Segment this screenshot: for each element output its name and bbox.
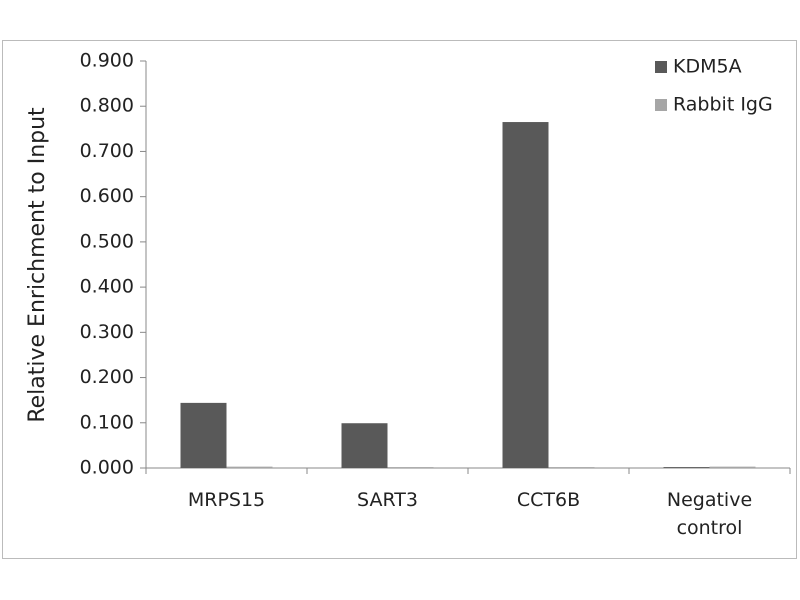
legend-swatch xyxy=(655,99,667,111)
y-tick-label: 0.000 xyxy=(80,457,134,479)
bar xyxy=(341,423,388,468)
y-tick-label: 0.800 xyxy=(80,95,134,117)
y-tick-label: 0.400 xyxy=(80,276,134,298)
y-tick-label: 0.600 xyxy=(80,185,134,207)
y-tick-label: 0.900 xyxy=(80,50,134,72)
legend-swatch xyxy=(655,61,667,73)
x-tick-label: CCT6B xyxy=(516,489,581,511)
x-tick-label-box: MRPS15 xyxy=(187,489,266,511)
bar xyxy=(180,402,227,468)
y-tick-label: 0.500 xyxy=(80,230,134,252)
y-tick-label: 0.100 xyxy=(80,411,134,433)
y-tick-label: 0.300 xyxy=(80,321,134,343)
bar xyxy=(226,466,273,468)
legend-label: KDM5A xyxy=(673,56,742,78)
legend-label: Rabbit IgG xyxy=(673,94,773,116)
x-tick-label-box: CCT6B xyxy=(516,489,581,511)
y-tick-label: 0.700 xyxy=(80,140,134,162)
bar xyxy=(548,467,595,468)
x-tick-label: MRPS15 xyxy=(187,489,266,511)
x-tick-label-box: Negative control xyxy=(666,489,753,539)
y-axis-title: Relative Enrichment to Input xyxy=(25,107,50,423)
x-tick-label-box: SART3 xyxy=(357,489,418,511)
y-tick-label: 0.200 xyxy=(80,366,134,388)
bar xyxy=(502,122,549,469)
bar xyxy=(663,467,710,468)
x-tick-label: Negative control xyxy=(666,489,753,539)
chart-frame xyxy=(2,40,797,559)
bar xyxy=(387,467,434,468)
bar xyxy=(709,466,756,468)
x-tick-label: SART3 xyxy=(357,489,418,511)
